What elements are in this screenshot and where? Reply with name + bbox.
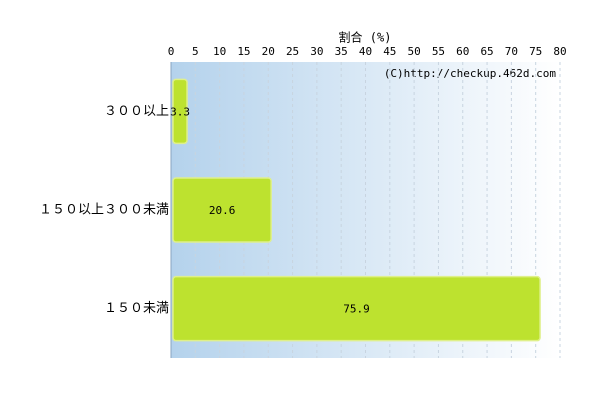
x-tick-label: 40 [359,45,372,58]
x-tick-label: 75 [529,45,542,58]
x-tick-label: 55 [432,45,445,58]
x-tick-label: 25 [286,45,299,58]
x-tick-label: 70 [505,45,518,58]
x-tick-label: 80 [553,45,566,58]
value-label: 75.9 [343,303,370,316]
y-tick-label: １５０以上３００未満 [39,203,169,218]
value-label: 20.6 [209,204,236,217]
y-tick-label: ３００以上 [104,104,169,119]
bar [172,177,272,243]
x-tick-label: 60 [456,45,469,58]
bar [172,78,188,145]
annotation: (C)http://checkup.462d.com [384,67,557,80]
x-tick-label: 5 [192,45,199,58]
x-tick-label: 30 [310,45,323,58]
y-tick-label: １５０未満 [104,301,169,316]
x-tick-label: 35 [335,45,348,58]
bar [172,275,541,342]
chart-title: 割合 (%) [339,30,392,45]
x-tick-label: 50 [408,45,421,58]
x-tick-label: 45 [383,45,396,58]
x-tick-label: 15 [237,45,250,58]
value-label: 3.3 [170,105,190,118]
x-tick-label: 20 [262,45,275,58]
x-tick-label: 0 [168,45,175,58]
x-tick-label: 65 [480,45,493,58]
x-tick-label: 10 [213,45,226,58]
